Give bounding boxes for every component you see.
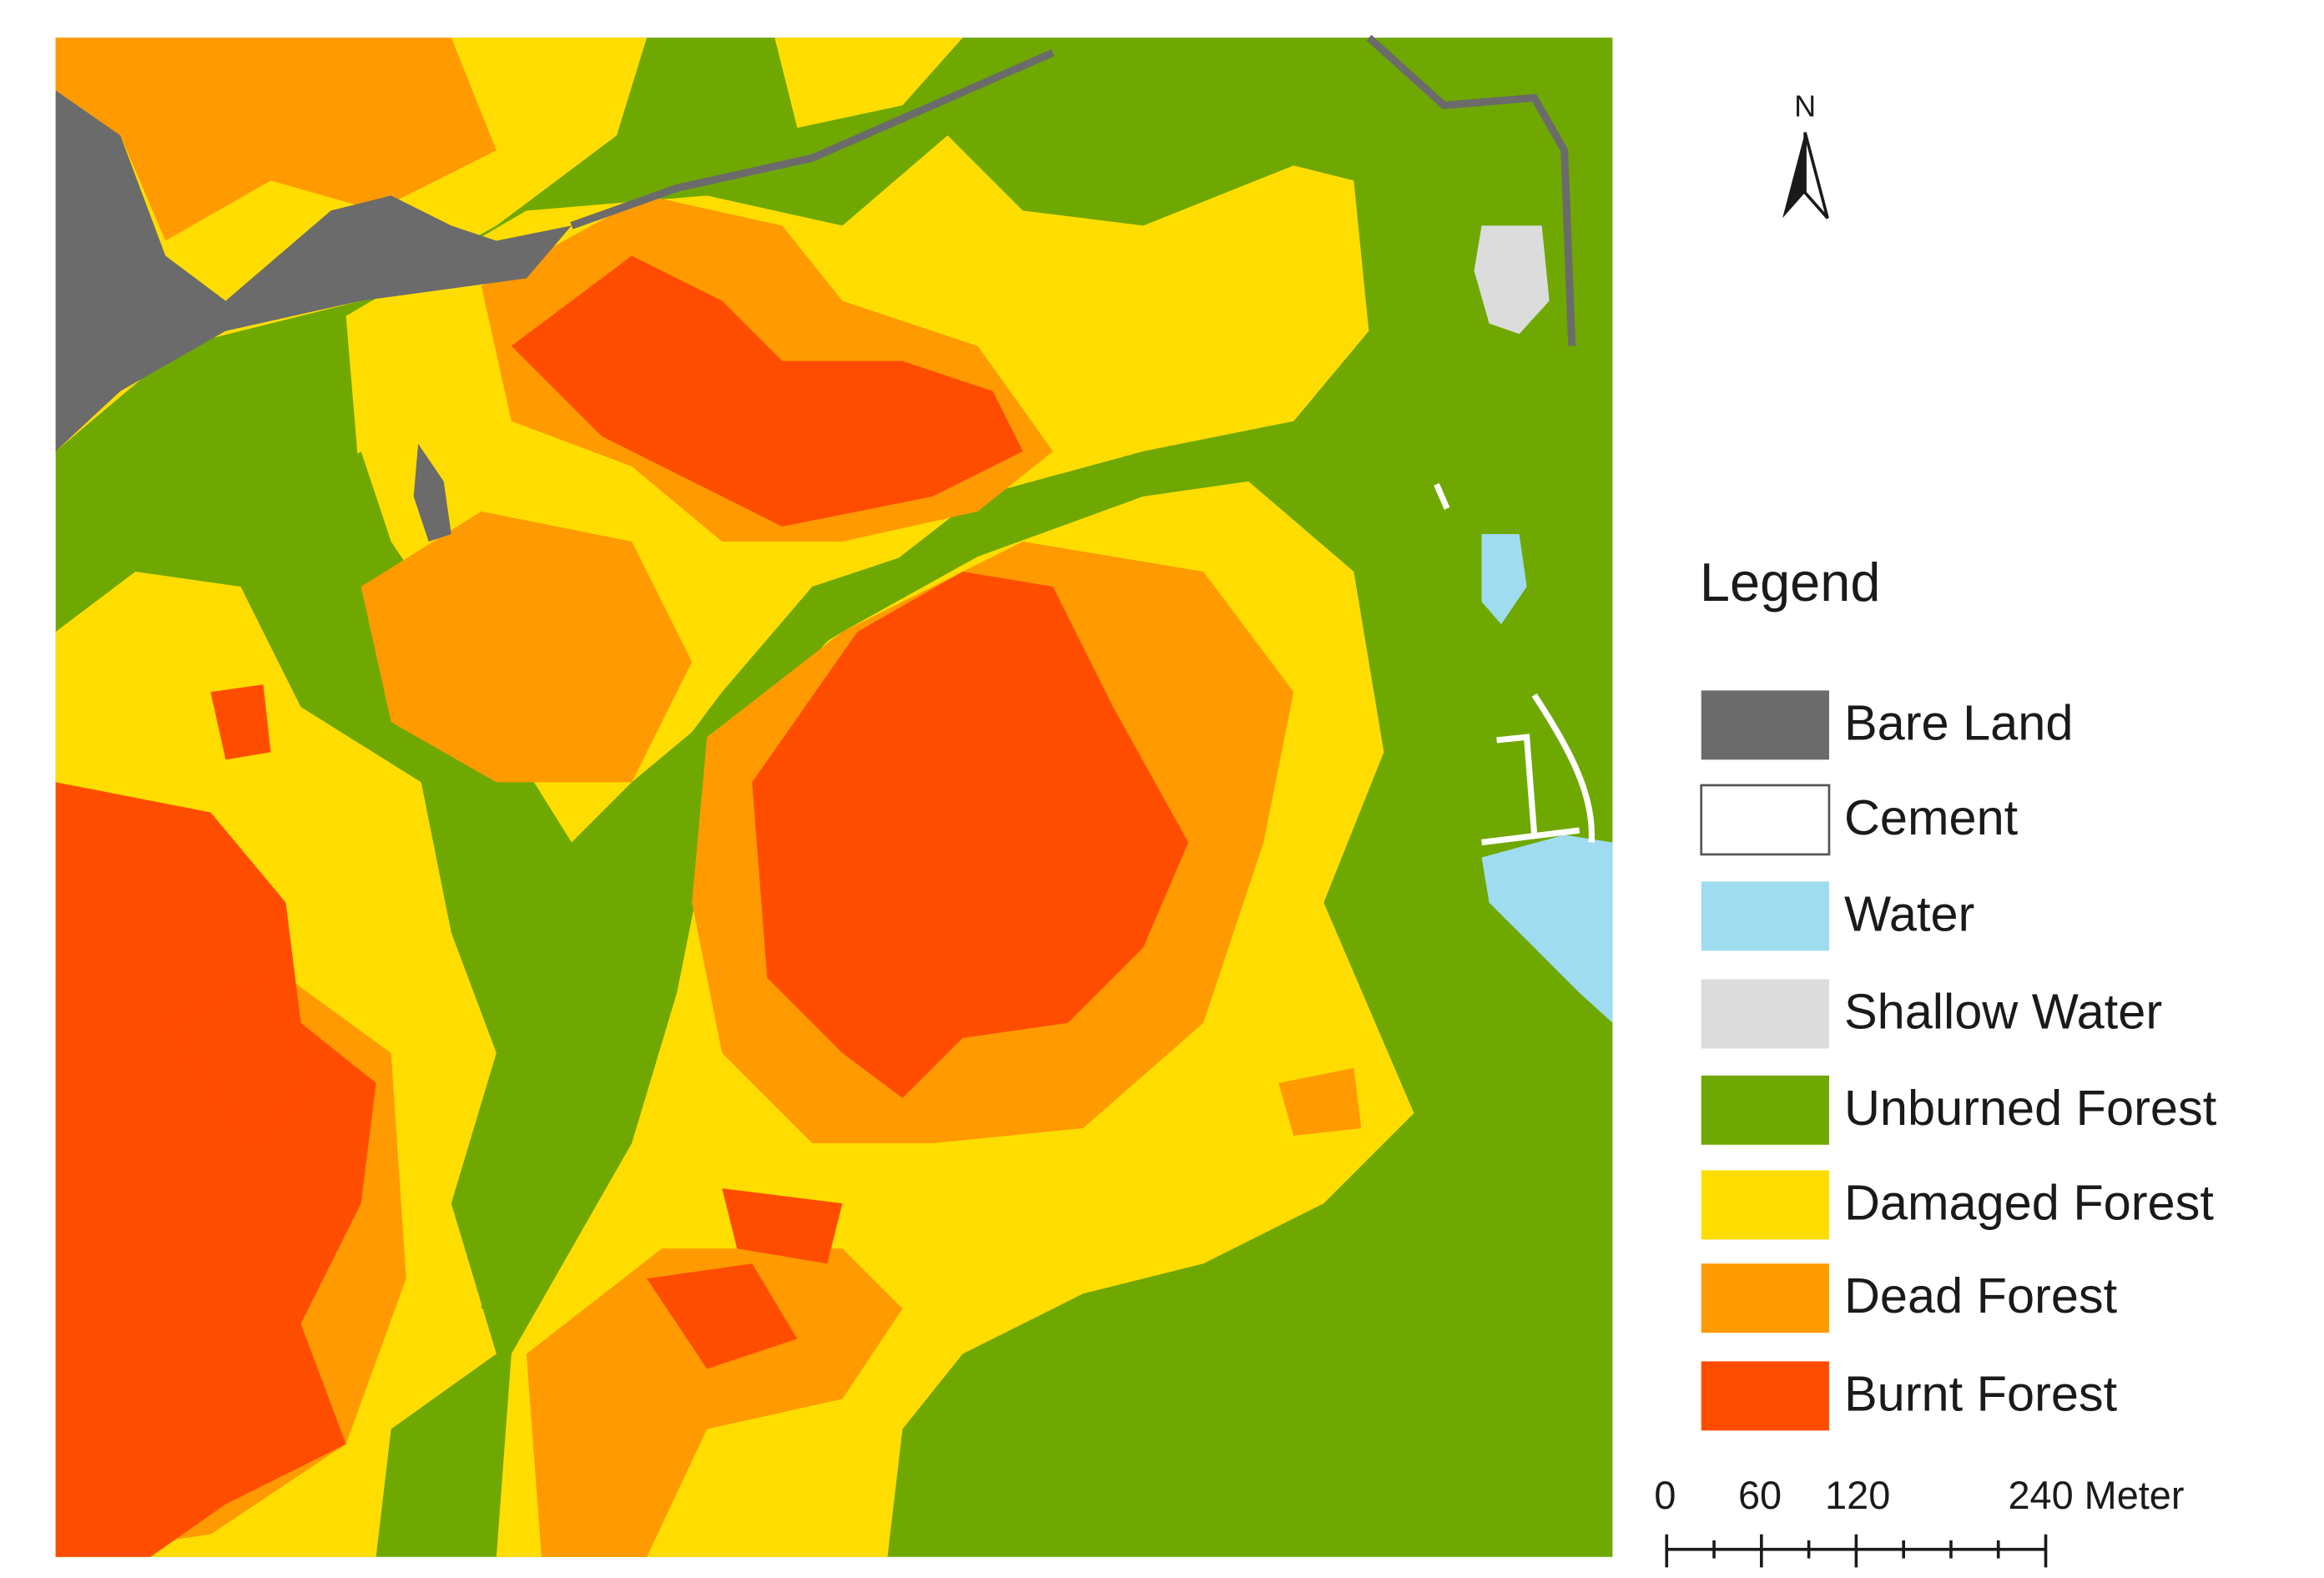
legend-label: Shallow Water [1844, 984, 2162, 1040]
legend-label: Burnt Forest [1844, 1365, 2118, 1421]
legend-swatch [1701, 881, 1829, 951]
legend-swatch [1701, 690, 1829, 760]
shallow-water-area [1474, 225, 1550, 335]
north-arrow-left [1782, 132, 1806, 219]
cement-areas [1434, 483, 1596, 846]
burnt-forest-areas [55, 255, 1189, 1557]
legend-label: Unburned Forest [1844, 1080, 2217, 1136]
bare-land-patch [413, 443, 451, 542]
map [55, 34, 1613, 1557]
river [1366, 34, 1576, 346]
water-area [1481, 834, 1613, 1023]
legend-swatch [1701, 1361, 1829, 1431]
legend-swatch [1701, 1263, 1829, 1333]
unburned-forest-patch [285, 451, 391, 693]
legend-swatch [1701, 979, 1829, 1049]
scale-label: 0 [1654, 1474, 1676, 1517]
legend: Bare Land Cement Water Shallow Water Unburne… [1700, 690, 2217, 1431]
scale-label: 60 [1738, 1474, 1782, 1517]
legend-label: Cement [1844, 789, 2019, 845]
legend-swatch [1701, 1170, 1829, 1240]
north-label: N [1794, 88, 1816, 123]
water-area [1481, 533, 1527, 625]
unburned-forest-strip [481, 557, 903, 1309]
north-arrow: N [1782, 88, 1829, 219]
bare-land-area [55, 90, 572, 451]
legend-label: Water [1844, 885, 1974, 941]
scale-label: 240 Meter [2008, 1474, 2184, 1517]
legend-label: Damaged Forest [1844, 1174, 2214, 1230]
legend-swatch [1701, 1075, 1829, 1145]
river [570, 49, 1055, 229]
legend-swatch [1700, 784, 1831, 856]
legend-title: Legend [1700, 552, 1880, 613]
scale-label: 120 [1825, 1474, 1890, 1517]
north-arrow-right [1803, 132, 1829, 219]
scale-bar: 0 60 120 240 Meter [1654, 1474, 2184, 1568]
legend-label: Bare Land [1844, 694, 2073, 750]
legend-label: Dead Forest [1844, 1268, 2118, 1323]
